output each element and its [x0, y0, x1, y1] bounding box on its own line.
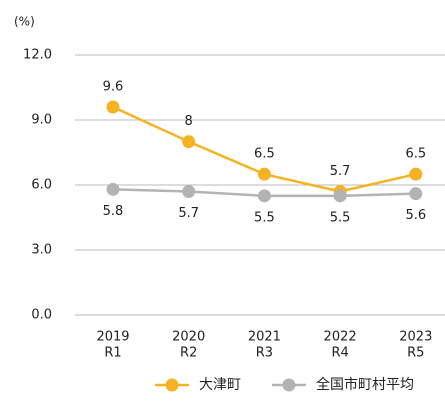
data-label: 6.5	[405, 147, 426, 162]
x-tick-label: R4	[331, 346, 348, 361]
y-tick-label: 3.0	[31, 243, 52, 258]
legend-label: 大津町	[199, 377, 241, 393]
data-label: 5.6	[405, 208, 426, 223]
data-point	[106, 100, 120, 114]
data-label: 5.7	[178, 206, 199, 221]
x-tick-label: R5	[407, 346, 424, 361]
data-point	[182, 135, 196, 149]
data-point	[257, 167, 271, 181]
data-point	[333, 189, 347, 203]
legend-marker	[282, 378, 296, 392]
legend-label: 全国市町村平均	[316, 376, 414, 393]
data-point	[409, 167, 423, 181]
x-tick-label: 2020	[172, 330, 205, 345]
data-label: 5.8	[103, 204, 124, 219]
x-tick-label: R2	[180, 346, 197, 361]
data-point	[257, 189, 271, 203]
y-tick-label: 6.0	[31, 178, 52, 193]
y-tick-label: 12.0	[23, 48, 52, 63]
data-label: 5.5	[254, 210, 275, 225]
unit-label: (%)	[14, 15, 35, 29]
x-tick-label: 2023	[399, 330, 432, 345]
x-tick-label: R3	[256, 346, 273, 361]
data-label: 5.5	[330, 210, 351, 225]
x-tick-label: 2021	[248, 330, 281, 345]
y-tick-label: 9.0	[31, 113, 52, 128]
data-point	[182, 185, 196, 198]
data-label: 5.7	[330, 164, 351, 179]
data-point	[106, 182, 120, 196]
y-tick-label: 0.0	[31, 308, 52, 323]
data-label: 8	[185, 114, 193, 129]
x-tick-label: R1	[104, 346, 121, 361]
legend-marker	[165, 378, 179, 392]
data-label: 9.6	[103, 80, 124, 95]
x-tick-label: 2019	[96, 330, 129, 345]
data-point	[409, 187, 423, 201]
data-label: 6.5	[254, 147, 275, 162]
x-tick-label: 2022	[324, 330, 357, 345]
